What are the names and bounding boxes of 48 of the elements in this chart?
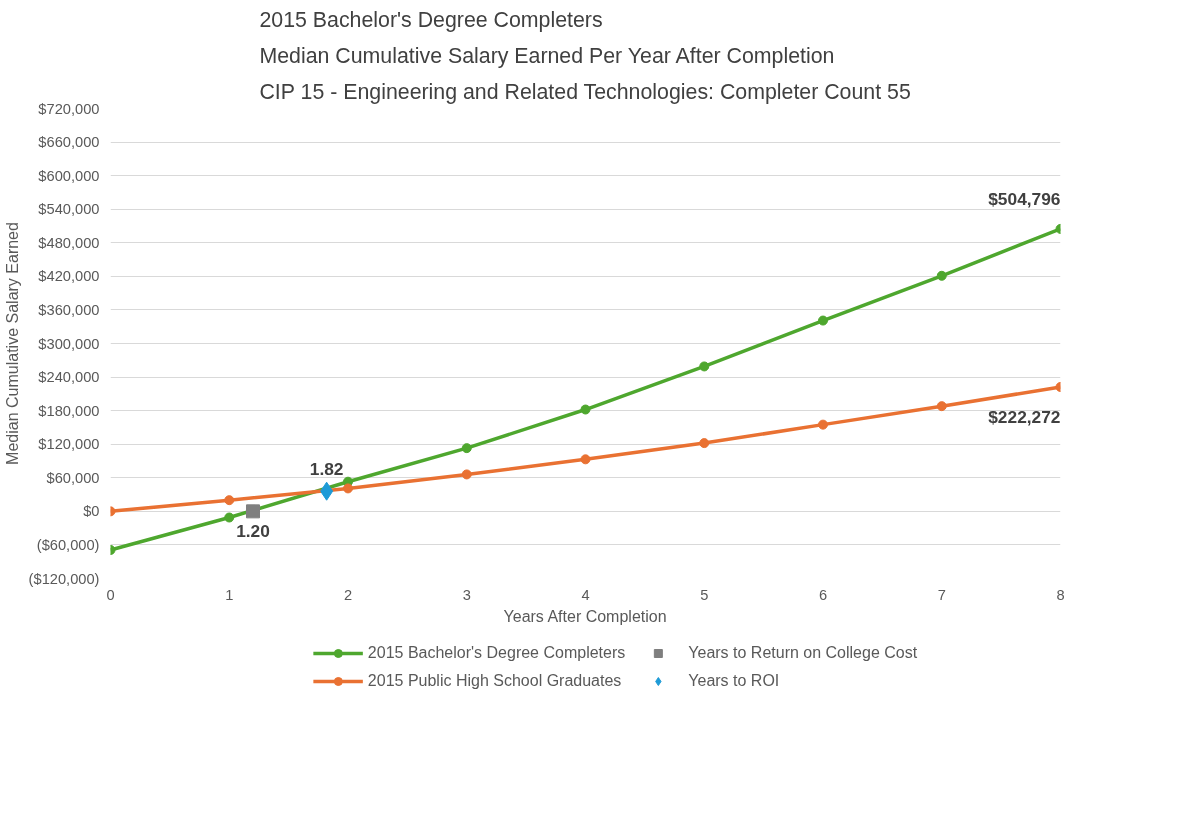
y-tick-label: $540,000: [38, 201, 100, 218]
y-tick-label: $720,000: [38, 100, 100, 117]
data-label: $504,796: [988, 188, 1061, 209]
x-tick-label: 7: [937, 586, 946, 603]
legend-label: 2015 Bachelor's Degree Completers: [367, 644, 626, 662]
x-tick-label: 8: [1056, 586, 1065, 603]
point: [699, 361, 710, 372]
point: [224, 512, 235, 523]
x-axis-title: Years After Completion: [503, 607, 667, 625]
y-tick-label: $120,000: [38, 436, 100, 453]
y-tick-label: ($60,000): [36, 536, 100, 553]
point: [936, 401, 947, 412]
annotation: 1.82: [309, 459, 344, 480]
point: [699, 438, 710, 449]
y-axis-title: Median Cumulative Salary Earned: [3, 222, 21, 465]
legend-label: Years to Return on College Cost: [688, 644, 918, 662]
data-label: $222,272: [988, 406, 1061, 427]
legend-label: 2015 Public High School Graduates: [367, 672, 622, 690]
y-tick-label: $180,000: [38, 402, 100, 419]
x-tick-label: 6: [818, 586, 828, 603]
y-tick-label: $420,000: [38, 268, 100, 285]
y-tick-label: $360,000: [38, 301, 100, 318]
point: [224, 495, 235, 506]
y-tick-label: $60,000: [46, 469, 100, 486]
point: [580, 454, 591, 465]
point: [343, 483, 353, 494]
x-tick-label: 4: [581, 586, 590, 603]
point: [580, 404, 591, 415]
y-tick-label: $300,000: [38, 335, 100, 352]
point: [461, 469, 472, 480]
y-tick-label: $240,000: [38, 369, 100, 386]
y-tick-label: $0: [83, 503, 100, 520]
x-tick-label: 1: [225, 586, 234, 603]
legend-label: Years to ROI: [688, 672, 780, 690]
x-tick-label: 0: [106, 586, 115, 603]
point: [818, 315, 828, 326]
x-tick-label: 5: [700, 586, 709, 603]
y-tick-label: $660,000: [38, 134, 100, 151]
y-tick-label: $480,000: [38, 234, 100, 251]
point: [936, 270, 947, 281]
point: [818, 419, 828, 430]
x-tick-label: 2: [343, 586, 353, 603]
y-tick-label: ($120,000): [28, 570, 100, 587]
y-tick-label: $600,000: [38, 167, 100, 184]
x-tick-label: 3: [462, 586, 471, 603]
point: [461, 443, 472, 454]
chart-title: 2015 Bachelor's Degree Completers Median Cumulative Salary Earned Per Year After Completion CIP 15 - Engineering and Related Technologies: Completer Count 55: [259, 7, 911, 104]
annotation: 1.20: [236, 521, 270, 542]
